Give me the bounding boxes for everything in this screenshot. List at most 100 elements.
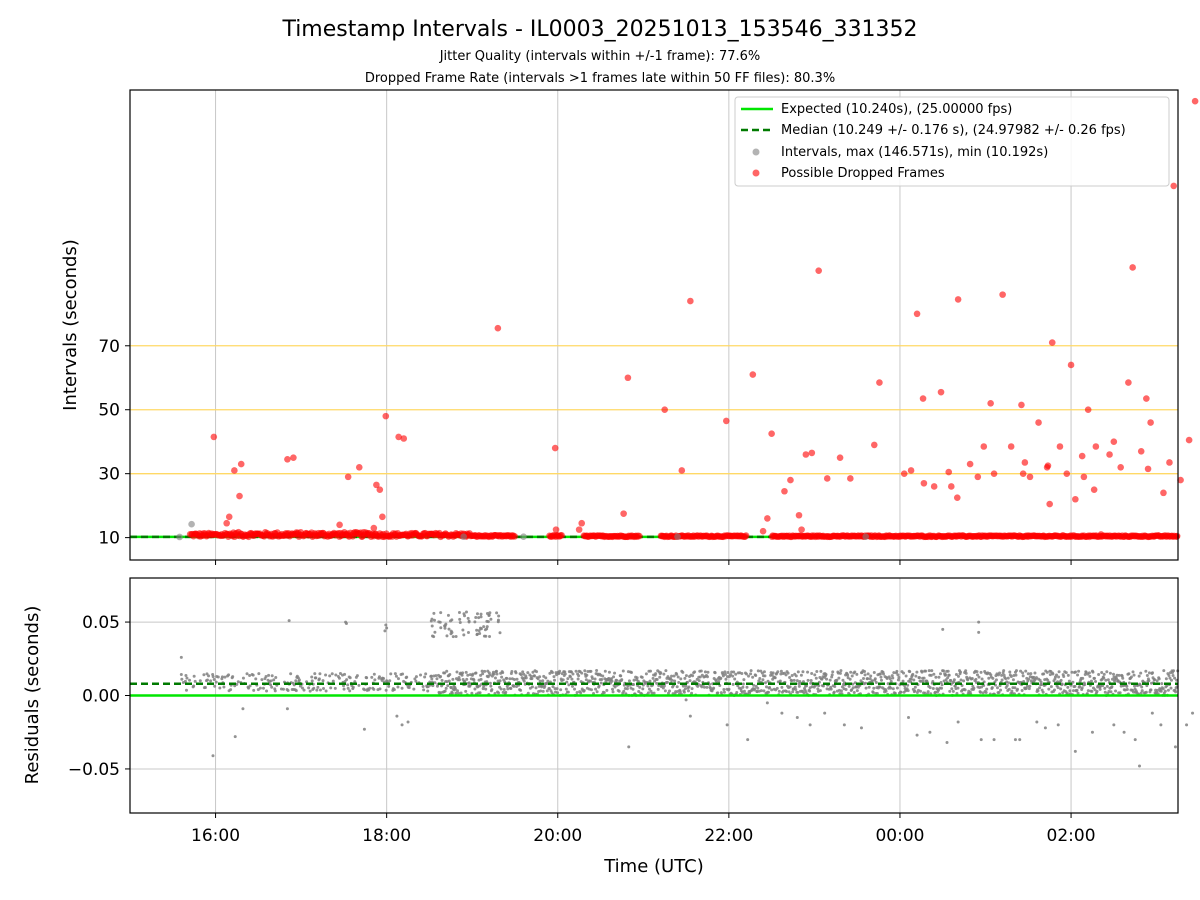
legend-dropped-label: Possible Dropped Frames — [781, 166, 945, 181]
residual-point — [289, 672, 293, 676]
residual-point — [1144, 690, 1148, 694]
residual-point — [1028, 684, 1032, 688]
residual-point — [795, 716, 799, 720]
dropped-frame-point — [920, 479, 928, 487]
residual-point — [324, 689, 328, 693]
residual-point — [437, 620, 441, 624]
residual-point — [1173, 745, 1177, 749]
residual-point — [801, 680, 805, 684]
intervals-ylabel: Intervals (seconds) — [60, 239, 81, 411]
residual-point — [729, 673, 733, 677]
residual-point — [1021, 674, 1025, 678]
residual-point — [573, 687, 577, 691]
residual-point — [1173, 676, 1177, 680]
residual-point — [851, 686, 855, 690]
residual-point — [975, 670, 979, 674]
residual-point — [1104, 678, 1108, 682]
residual-point — [762, 689, 766, 693]
residual-point — [1036, 689, 1040, 693]
residual-point — [439, 626, 443, 630]
residual-point — [670, 674, 674, 678]
residual-point — [632, 682, 636, 686]
residual-point — [686, 689, 690, 693]
residual-point — [285, 707, 289, 711]
residual-point — [1059, 678, 1063, 682]
residual-point — [439, 674, 443, 678]
dropped-frame-point — [237, 460, 245, 468]
residual-point — [681, 670, 685, 674]
dropped-frame-point — [1046, 500, 1053, 508]
residual-point — [1060, 682, 1064, 686]
residual-point — [498, 679, 502, 683]
residual-point — [884, 689, 888, 693]
residual-point — [688, 679, 692, 683]
residual-point — [818, 689, 822, 693]
dropped-frame-point — [400, 435, 408, 442]
dropped-frame-point — [336, 521, 343, 529]
residual-point — [1139, 671, 1143, 675]
residual-point — [765, 701, 769, 705]
dropped-frame-point — [1191, 97, 1199, 105]
residual-point — [931, 680, 935, 684]
residual-point — [387, 684, 391, 688]
residual-point — [300, 686, 304, 690]
dropped-frame-point — [1019, 470, 1027, 477]
residual-point — [188, 678, 192, 682]
residual-point — [231, 675, 235, 679]
residual-point — [627, 679, 631, 683]
residual-point — [991, 676, 995, 680]
residual-point — [975, 673, 979, 677]
residual-point — [501, 671, 505, 675]
residual-point — [1064, 671, 1068, 675]
dropped-frame-point — [947, 483, 955, 490]
residual-point — [909, 677, 913, 681]
residual-point — [1106, 678, 1110, 682]
residual-point — [850, 674, 854, 678]
residual-point — [478, 626, 482, 630]
x-tick-label: 02:00 — [1047, 826, 1096, 846]
residual-point — [580, 671, 584, 675]
residual-point — [227, 673, 231, 677]
residual-point — [526, 671, 530, 675]
residual-point — [426, 689, 430, 693]
residual-point — [479, 612, 483, 616]
residual-point — [458, 617, 462, 621]
residual-point — [794, 674, 798, 678]
residual-point — [1076, 673, 1080, 677]
residual-point — [506, 687, 510, 691]
residual-point — [683, 676, 687, 680]
residual-point — [928, 686, 932, 690]
residual-point — [702, 685, 706, 689]
residual-point — [868, 677, 872, 681]
residual-point — [207, 674, 211, 678]
residual-point — [510, 669, 514, 673]
residual-point — [333, 686, 337, 690]
residual-point — [705, 675, 709, 679]
residual-point — [1094, 679, 1098, 683]
residual-point — [488, 635, 492, 639]
residual-point — [1070, 670, 1074, 674]
residual-point — [956, 674, 960, 678]
dropped-frame-point — [787, 476, 794, 484]
residual-point — [595, 669, 599, 673]
residual-point — [566, 690, 570, 694]
residual-point — [570, 684, 574, 688]
legend-dropped-swatch — [752, 169, 760, 177]
residual-point — [775, 686, 779, 690]
residual-point — [1103, 686, 1107, 690]
residual-point — [664, 669, 668, 673]
residual-point — [470, 691, 474, 695]
residual-point — [451, 635, 455, 639]
residual-point — [477, 616, 481, 620]
residual-point — [1024, 669, 1028, 673]
residual-point — [751, 675, 755, 679]
residual-point — [895, 686, 899, 690]
residual-point — [1078, 684, 1082, 688]
residual-point — [1086, 689, 1090, 693]
dropped-frame-point — [1035, 419, 1042, 426]
residual-point — [497, 614, 501, 618]
residual-point — [305, 680, 309, 684]
dropped-frame-point — [551, 444, 559, 452]
residual-point — [896, 678, 900, 682]
residual-point — [1065, 691, 1069, 695]
